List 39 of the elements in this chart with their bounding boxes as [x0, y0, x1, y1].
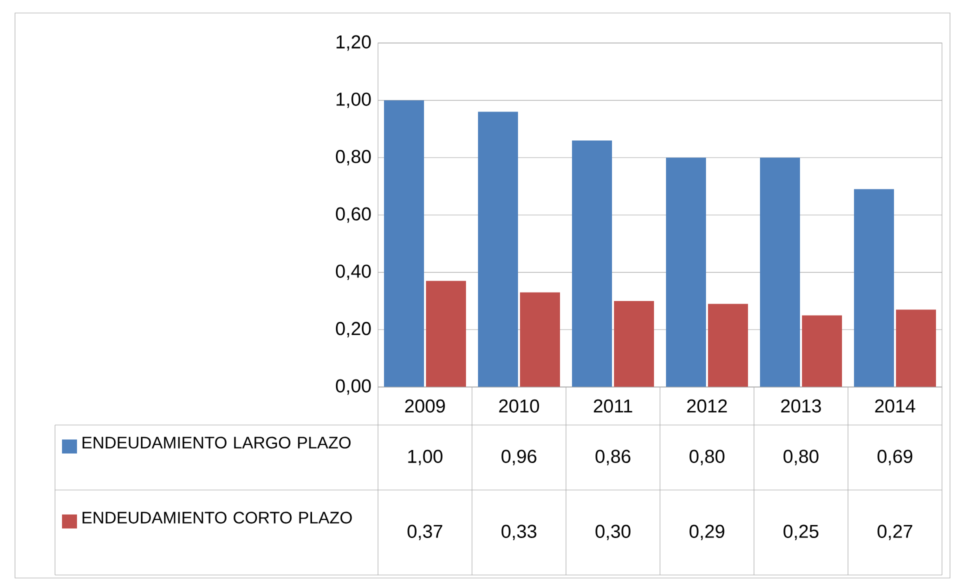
data-label: 0,29 — [690, 524, 724, 540]
x-tick-label: 2010 — [499, 399, 540, 413]
y-tick-label: 0,00 — [336, 379, 371, 395]
bar — [760, 158, 800, 387]
x-tick-label: 2013 — [781, 399, 821, 413]
y-tick-label: 1,00 — [336, 92, 371, 108]
data-label: 0,30 — [596, 524, 630, 540]
data-label: 0,27 — [878, 524, 912, 540]
bar — [520, 292, 560, 387]
bar — [426, 280, 466, 387]
data-label: 0,80 — [784, 450, 818, 466]
x-tick-label: 2009 — [405, 399, 445, 413]
legend-label: ENDEUDAMIENTO LARGO PLAZO — [82, 436, 351, 449]
x-tick-label: 2014 — [875, 399, 916, 413]
data-label: 0,96 — [502, 450, 536, 466]
data-label: 0,25 — [784, 524, 818, 540]
y-tick-label: 0,20 — [336, 322, 371, 338]
data-label: 0,33 — [502, 524, 536, 540]
data-label: 0,69 — [878, 450, 912, 466]
y-tick-label: 0,80 — [336, 150, 371, 166]
data-label: 0,80 — [690, 450, 724, 466]
data-label: 0,86 — [596, 450, 630, 466]
x-tick-label: 2011 — [594, 399, 632, 413]
data-label: 0,37 — [408, 524, 442, 540]
bar — [572, 140, 612, 387]
data-label: 1,00 — [408, 450, 442, 466]
bar — [854, 189, 894, 387]
y-tick-label: 1,20 — [336, 35, 371, 51]
bar — [614, 300, 654, 387]
bar — [666, 158, 706, 387]
x-tick-label: 2012 — [687, 399, 727, 413]
y-tick-label: 0,60 — [336, 207, 371, 223]
bar — [708, 304, 748, 387]
bar — [384, 100, 424, 387]
y-tick-label: 0,40 — [336, 264, 371, 280]
bar — [896, 310, 936, 387]
legend-label: ENDEUDAMIENTO CORTO PLAZO — [82, 512, 352, 524]
bar — [802, 315, 842, 387]
bar — [478, 112, 518, 387]
